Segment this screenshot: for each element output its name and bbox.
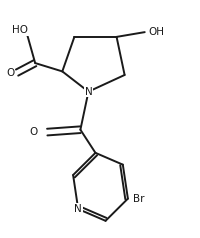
Text: Br: Br	[132, 194, 144, 204]
Text: N: N	[84, 87, 92, 97]
Text: N: N	[74, 204, 82, 214]
Text: OH: OH	[148, 27, 164, 37]
Text: O: O	[29, 127, 37, 137]
Text: O: O	[6, 68, 14, 78]
Text: HO: HO	[12, 25, 28, 35]
